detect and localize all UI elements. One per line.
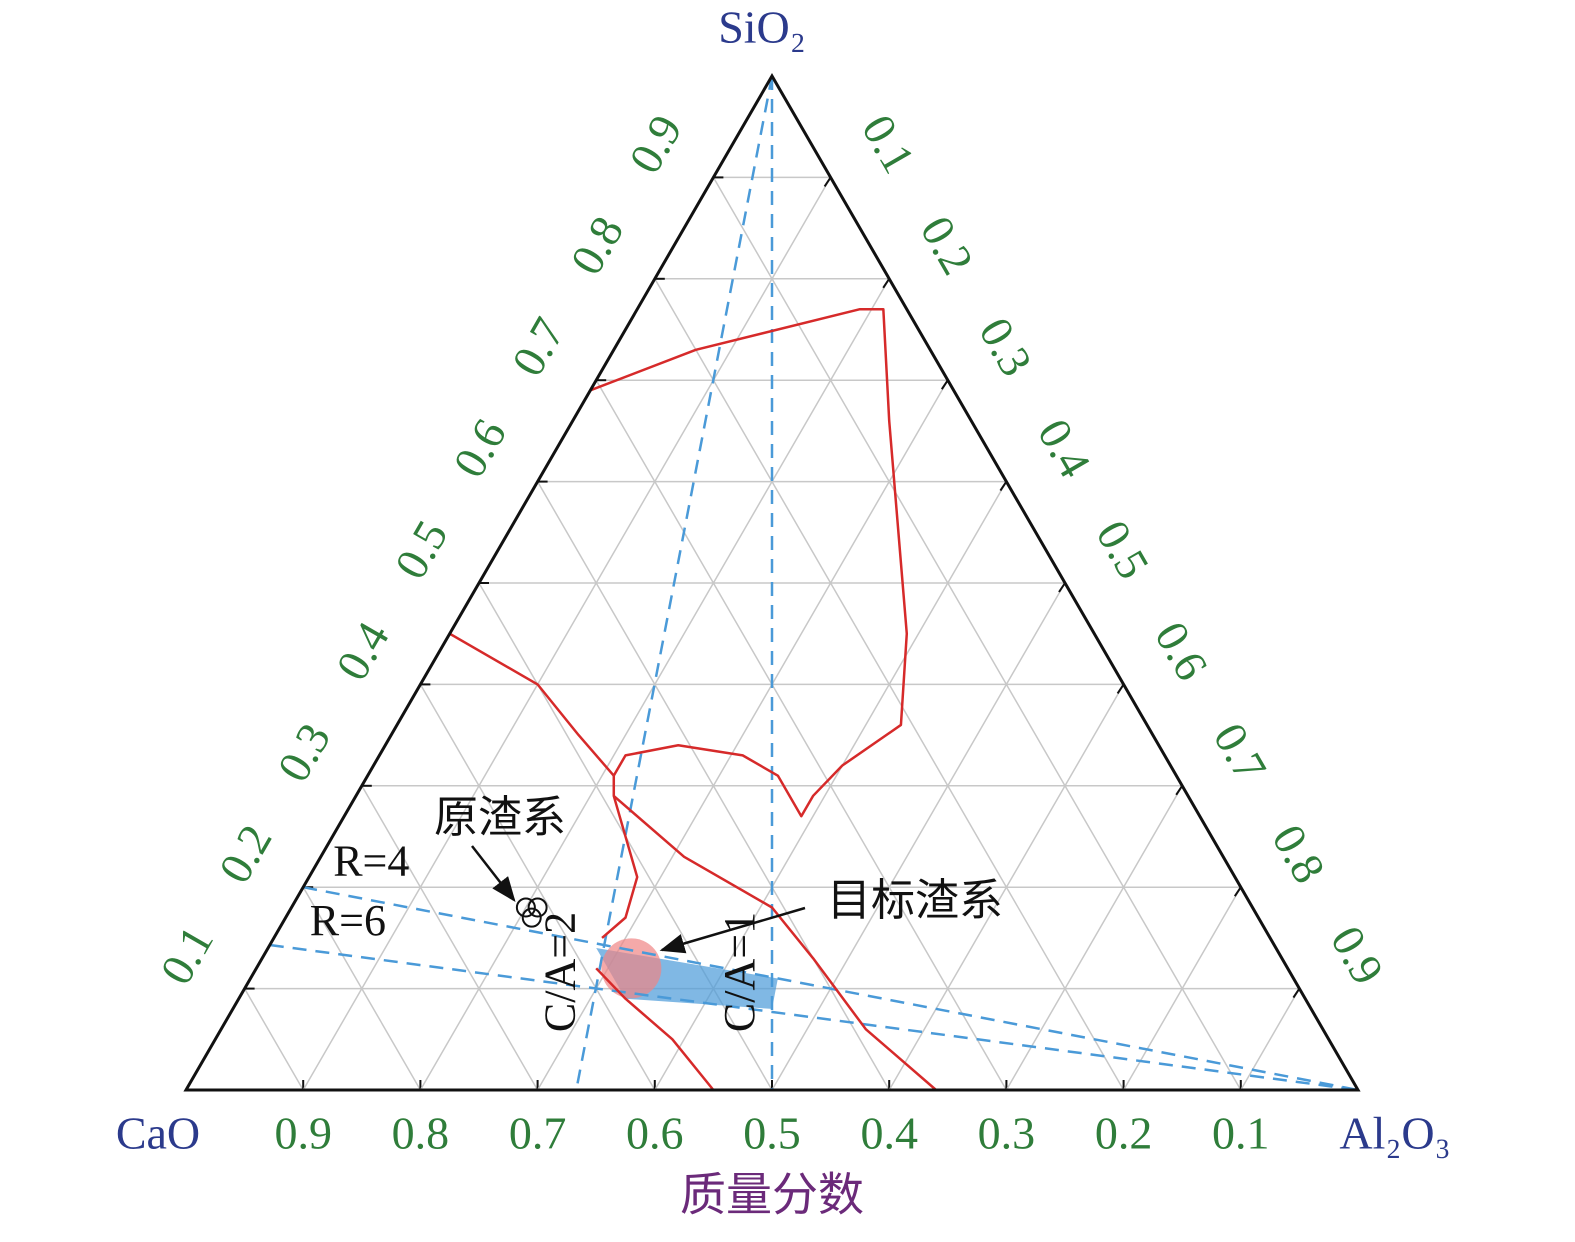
boundary-curve xyxy=(449,632,615,777)
line-label: R=4 xyxy=(333,836,409,885)
tick-label: 0.5 xyxy=(385,512,458,587)
tick-label: 0.7 xyxy=(502,309,575,384)
line-label: C/A=2 xyxy=(535,912,584,1032)
vertex-label: Al₂O₃ xyxy=(1339,1108,1450,1159)
tick-label: 0.5 xyxy=(743,1108,801,1159)
annotation: 原渣系 xyxy=(434,793,566,842)
grid-line xyxy=(419,278,890,1091)
tick-label: 0.7 xyxy=(509,1108,567,1159)
boundary-curve xyxy=(612,794,937,1091)
ratio-line xyxy=(302,885,1359,1092)
grid-line xyxy=(888,684,1125,1091)
tick-mark xyxy=(882,278,891,289)
tick-label: 0.3 xyxy=(267,715,340,790)
tick-mark xyxy=(999,481,1008,492)
grid-line xyxy=(302,177,832,1091)
grid-line xyxy=(1005,785,1183,1091)
arrow xyxy=(659,906,806,954)
tick-label: 0.8 xyxy=(560,208,633,283)
tick-label: 0.6 xyxy=(626,1108,684,1159)
grid-line xyxy=(712,177,1242,1091)
arrow xyxy=(471,845,516,902)
tick-label: 0.4 xyxy=(860,1108,918,1159)
tick-mark xyxy=(823,176,832,187)
grid-line xyxy=(771,582,1066,1091)
tick-label: 0.5 xyxy=(1087,512,1160,587)
original-point xyxy=(527,897,548,918)
grid-line xyxy=(361,785,539,1091)
tick-label: 0.8 xyxy=(1262,816,1335,891)
frame xyxy=(183,73,1361,1092)
line-label: R=6 xyxy=(310,896,386,945)
tick-mark xyxy=(940,379,949,390)
tick-label: 0.1 xyxy=(852,106,925,181)
vertex-label: SiO₂ xyxy=(718,2,806,53)
tick-label: 0.4 xyxy=(1028,410,1101,485)
boundary-curve xyxy=(601,775,639,939)
tick-label: 0.9 xyxy=(274,1108,332,1159)
boundary-curve xyxy=(595,967,715,1091)
original-point xyxy=(521,907,542,928)
tick-label: 0.2 xyxy=(911,208,984,283)
grid-line xyxy=(595,379,1008,1091)
axis-label: 质量分数 xyxy=(680,1170,864,1221)
tick-label: 0.3 xyxy=(969,309,1042,384)
tick-label: 0.4 xyxy=(326,613,399,688)
tick-label: 0.6 xyxy=(1145,613,1218,688)
annotation: 目标渣系 xyxy=(827,876,1003,925)
grid-line xyxy=(243,988,304,1091)
tick-mark xyxy=(1058,582,1066,593)
tick-label: 0.2 xyxy=(1095,1108,1153,1159)
tick-label: 0.1 xyxy=(150,917,223,992)
tick-label: 0.9 xyxy=(1321,917,1394,992)
ratio-line xyxy=(575,75,774,1091)
tick-label: 0.9 xyxy=(619,106,692,181)
tick-mark xyxy=(1175,785,1184,796)
grid-line xyxy=(1240,988,1301,1091)
tick-label: 0.6 xyxy=(443,410,516,485)
tick-label: 0.8 xyxy=(392,1108,450,1159)
line-label: C/A=1 xyxy=(715,912,764,1032)
tick-label: 0.2 xyxy=(209,816,282,891)
original-point xyxy=(515,897,536,918)
tick-mark xyxy=(1292,988,1301,999)
boundary-curve xyxy=(589,307,909,818)
tick-label: 0.1 xyxy=(1212,1108,1270,1159)
tick-label: 0.7 xyxy=(1204,715,1277,790)
tick-mark xyxy=(1116,683,1125,694)
tick-mark xyxy=(1233,886,1242,897)
vertex-label: CaO xyxy=(116,1108,200,1159)
grid-line xyxy=(1122,886,1242,1091)
marks xyxy=(269,75,1359,1092)
tick-label: 0.3 xyxy=(978,1108,1036,1159)
